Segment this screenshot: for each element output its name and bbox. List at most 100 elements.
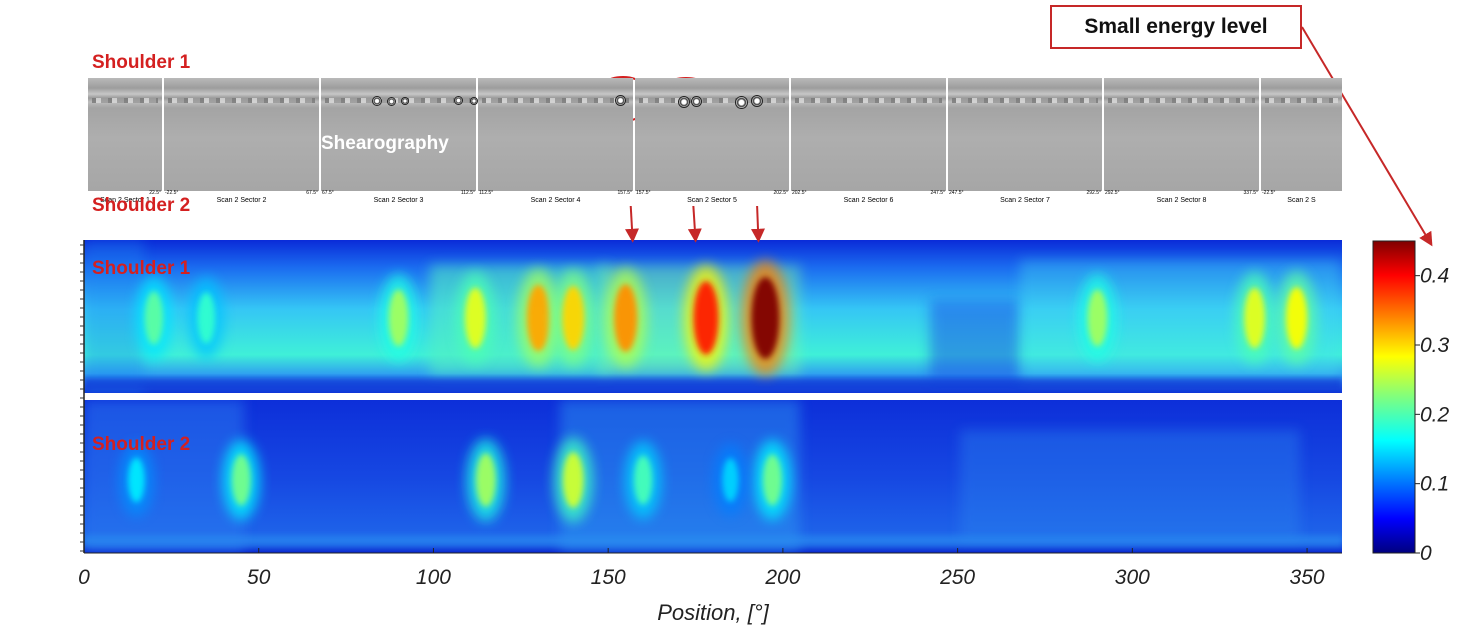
panel-angle-right: 22.5° xyxy=(149,190,161,196)
colorbar-tick-label: 0.2 xyxy=(1420,403,1450,426)
shoulder1-hotspot xyxy=(614,284,638,352)
panel-angle-right: 292.5° xyxy=(1086,190,1101,196)
shearography-image xyxy=(88,78,162,191)
shearography-panel: Scan 2 Sector 8 292.5° 337.5° xyxy=(1104,78,1259,206)
shearography-panel: Scan 2 Sector 7 247.5° 292.5° xyxy=(948,78,1102,206)
shoulder1-hotspot xyxy=(144,291,164,345)
shoulder1-top-label: Shoulder 1 xyxy=(92,52,191,73)
panel-angle-left: 67.5° xyxy=(322,190,334,196)
colorbar-tick-label: 0 xyxy=(1420,542,1432,565)
panel-caption-bar xyxy=(88,191,162,206)
panel-caption: Scan 2 Sector 4 xyxy=(530,197,581,204)
shoulder2-hotspot xyxy=(231,454,251,506)
colorbar-ticks: 0 0.1 0.2 0.3 0.4 xyxy=(1415,265,1450,565)
shoulder2-hotspot xyxy=(128,457,145,503)
x-tick-label: 350 xyxy=(1290,566,1325,589)
x-tick-label: 50 xyxy=(247,566,271,589)
panel-caption: Scan 2 Sector 2 xyxy=(216,197,267,204)
callout-arrow xyxy=(1301,26,1433,247)
shearography-strip: Scan 2 Sector 1 22.5° Scan 2 Sector 2 -22.5… xyxy=(88,78,1342,206)
x-axis-title: Position, [°] xyxy=(657,600,769,625)
panel-angle-left: -22.5° xyxy=(1262,190,1276,196)
shoulder1-map-label: Shoulder 1 xyxy=(92,258,191,279)
shoulder2-hotspot xyxy=(563,452,584,508)
shoulder2-map-label: Shoulder 2 xyxy=(92,434,191,455)
panel-caption: Scan 2 Sector 6 xyxy=(843,197,894,204)
panel-angle-left: 112.5° xyxy=(479,190,494,196)
shearography-defect xyxy=(453,95,463,105)
panel-caption-bar xyxy=(1261,191,1342,206)
shoulder2-hotspot xyxy=(722,458,739,502)
panel-angle-right: 67.5° xyxy=(306,190,318,196)
shearography-texture xyxy=(482,98,629,103)
panel-angle-right: 247.5° xyxy=(930,190,945,196)
panel-angle-left: 292.5° xyxy=(1105,190,1120,196)
panel-caption: Scan 2 S xyxy=(1287,197,1316,204)
shoulder2-hotspot xyxy=(476,453,496,507)
shearography-panel: Scan 2 Sector 2 -22.5° 67.5° xyxy=(164,78,319,206)
panel-caption-bar xyxy=(478,191,633,206)
shoulder2-hotspots xyxy=(118,437,792,523)
shearography-panel: Scan 2 S -22.5° xyxy=(1261,78,1342,206)
small-energy-callout: Small energy level xyxy=(1050,5,1302,49)
panel-angle-left: 247.5° xyxy=(949,190,964,196)
shearography-label: Shearography xyxy=(321,133,449,154)
shoulder1-hotspot xyxy=(197,292,216,344)
panel-angle-right: 202.5° xyxy=(773,190,788,196)
shearography-defect xyxy=(386,96,396,106)
shoulder2-texture xyxy=(84,400,1342,553)
panel-caption: Scan 2 Sector 5 xyxy=(687,197,737,204)
shearography-texture xyxy=(639,98,785,103)
shearography-texture xyxy=(325,98,472,103)
panel-caption-bar xyxy=(948,191,1102,206)
shoulder2-top-label: Shoulder 2 xyxy=(92,195,191,216)
panel-caption-bar xyxy=(1104,191,1259,206)
shearography-defect xyxy=(734,95,748,109)
x-tick-labels: 0 50 100 150 200 250 300 350 xyxy=(78,548,1325,589)
shearography-defect xyxy=(614,94,626,106)
x-tick-label: 150 xyxy=(591,566,626,589)
shearography-texture xyxy=(1108,98,1255,103)
x-tick-label: 200 xyxy=(764,566,800,589)
shearography-image xyxy=(1261,78,1342,191)
shearography-defect xyxy=(401,97,409,105)
shearography-texture xyxy=(92,98,158,103)
panel-angle-left: 157.5° xyxy=(636,190,651,196)
shearography-panel: Scan 2 Sector 1 22.5° xyxy=(88,78,162,206)
shearography-texture xyxy=(168,98,315,103)
shearography-defect xyxy=(678,96,690,108)
shoulder1-hotspot xyxy=(1244,287,1266,349)
shearography-image xyxy=(321,78,476,191)
shoulder1-hotspot xyxy=(1087,289,1108,347)
panel-angle-left: 202.5° xyxy=(792,190,807,196)
colorbar-tick-label: 0.1 xyxy=(1420,473,1449,496)
x-tick-label: 0 xyxy=(78,566,90,589)
panel-caption: Scan 2 Sector 8 xyxy=(1156,197,1207,204)
shoulder1-hotspot xyxy=(388,289,409,347)
shoulder1-hotspot xyxy=(693,281,719,355)
panel-caption-bar xyxy=(635,191,789,206)
shearography-defect xyxy=(751,95,763,107)
x-tick-label: 250 xyxy=(939,566,975,589)
colorbar-tick-label: 0.4 xyxy=(1420,265,1449,288)
panel-caption-bar xyxy=(321,191,476,206)
shearography-image xyxy=(791,78,946,191)
shearography-image xyxy=(948,78,1102,191)
y-minor-ticks xyxy=(80,244,84,552)
shoulder1-hotspots xyxy=(135,260,1317,376)
x-tick-label: 100 xyxy=(416,566,451,589)
shoulder1-hotspot xyxy=(751,277,780,359)
shearography-panel: Scan 2 Sector 6 202.5° 247.5° xyxy=(791,78,946,206)
shearography-panel: Scan 2 Sector 4 112.5° 157.5° xyxy=(478,78,633,206)
shearography-panel: Scan 2 Sector 5 157.5° 202.5° xyxy=(635,78,789,206)
colorbar-tick-label: 0.3 xyxy=(1420,334,1450,357)
shearography-defect xyxy=(690,95,702,107)
shearography-panel: Scan 2 Sector 3 67.5° 112.5° xyxy=(321,78,476,206)
shoulder1-hotspot xyxy=(526,284,550,352)
panel-caption: Scan 2 Sector 3 xyxy=(373,197,424,204)
row-separator xyxy=(84,393,1342,400)
panel-caption-bar xyxy=(164,191,319,206)
panel-caption: Scan 2 Sector 1 xyxy=(100,197,150,204)
shearography-texture xyxy=(1265,98,1338,103)
shoulder1-hotspot xyxy=(1285,287,1308,349)
